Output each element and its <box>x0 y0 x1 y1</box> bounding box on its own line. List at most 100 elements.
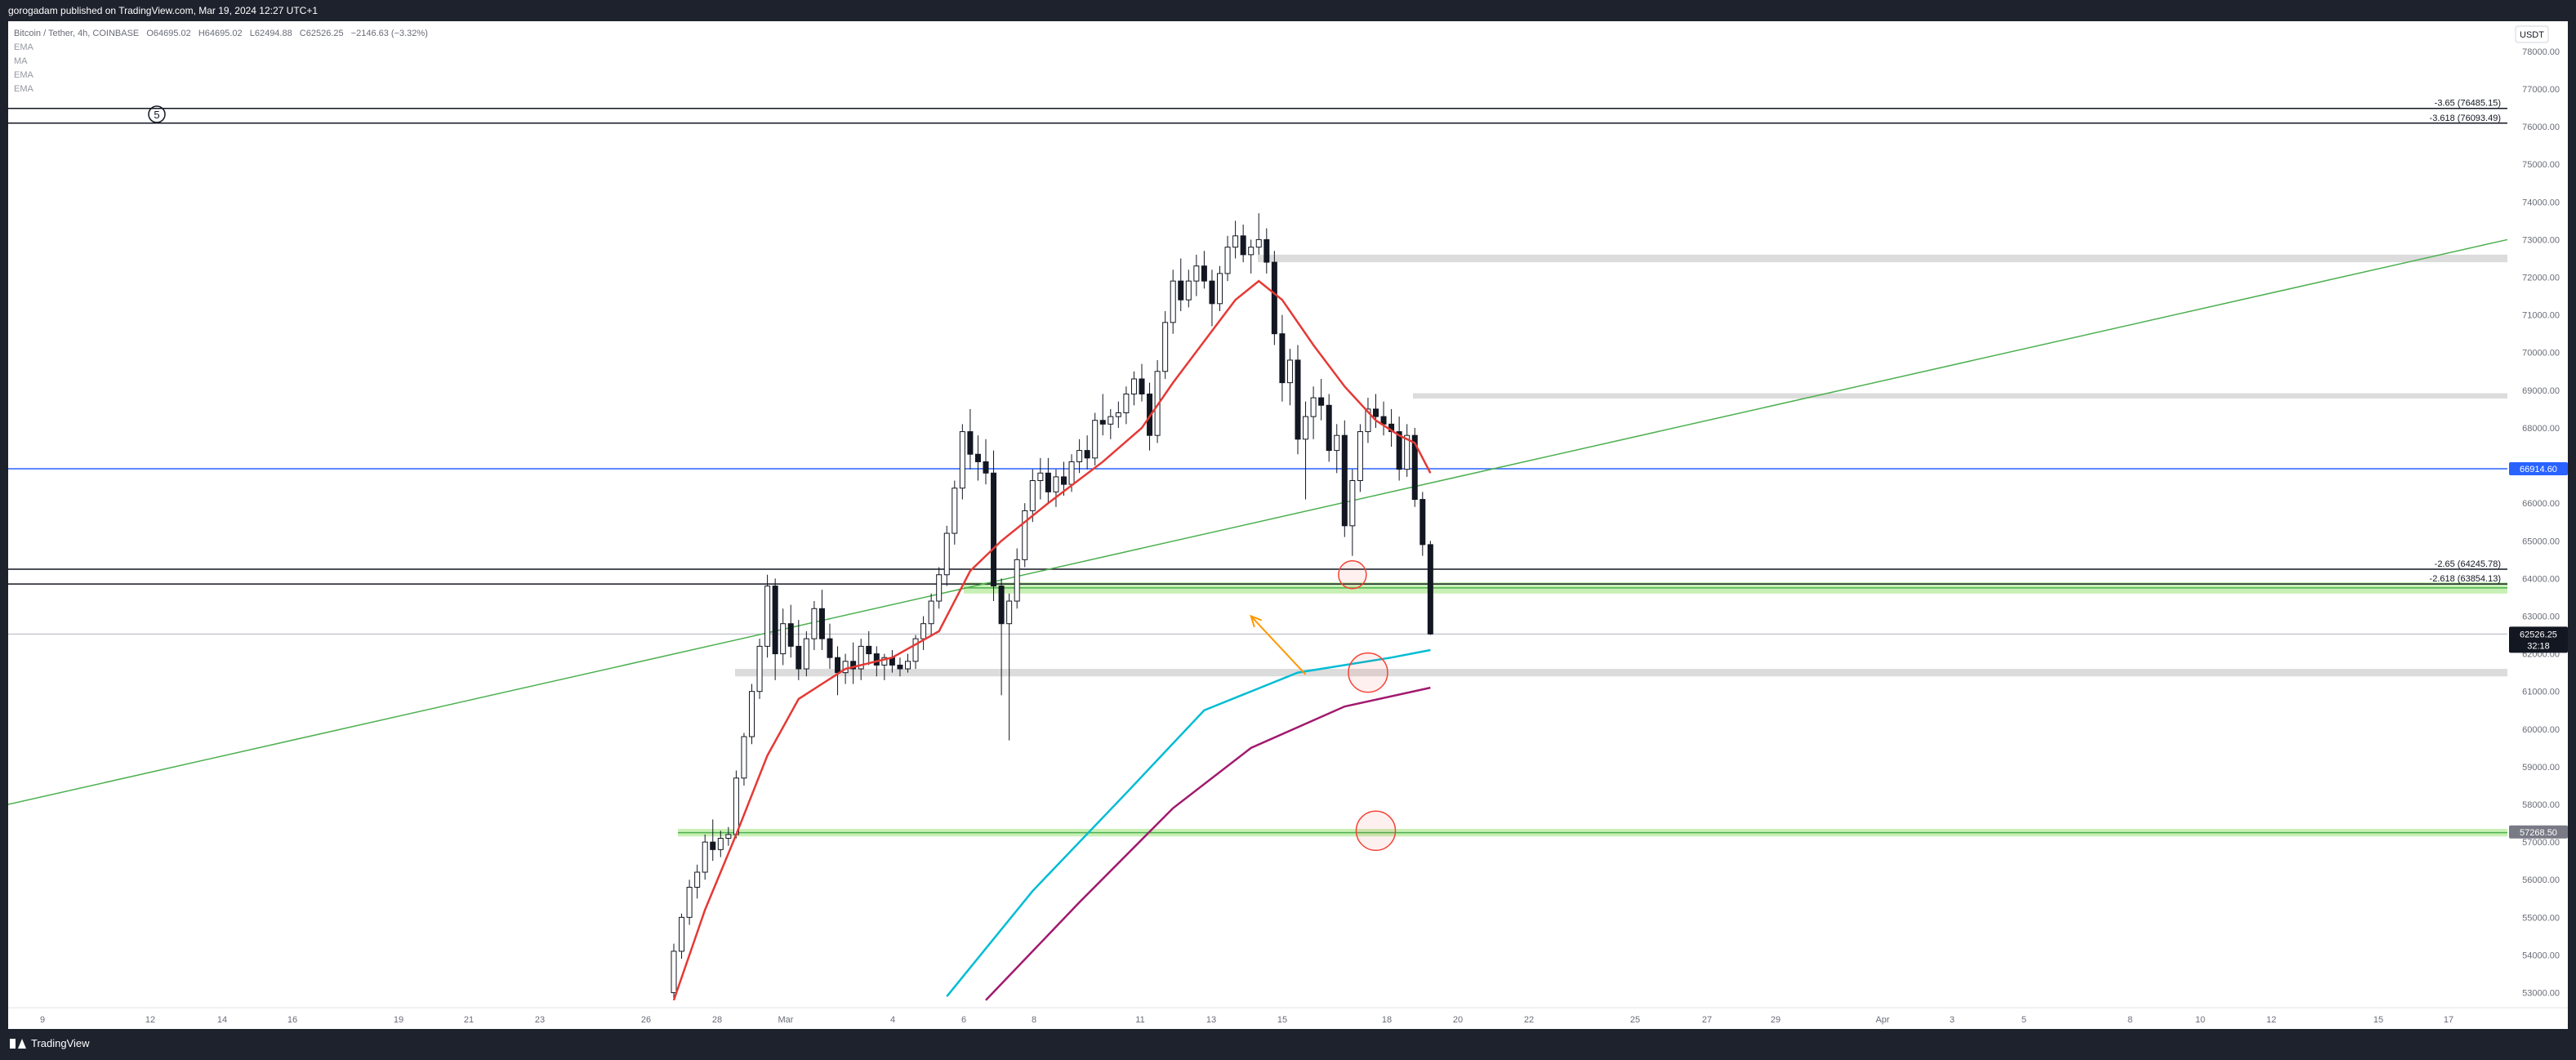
time-tick-label: Mar <box>778 1015 794 1025</box>
time-tick-label: 29 <box>1771 1015 1780 1025</box>
candle <box>1201 265 1207 282</box>
candle <box>803 638 809 670</box>
highlight-circle <box>1355 810 1397 852</box>
time-tick-label: 19 <box>394 1015 403 1025</box>
last-price-box <box>2509 626 2568 653</box>
currency-button[interactable]: USDT <box>2515 25 2549 43</box>
candle <box>1178 280 1184 301</box>
candle <box>974 453 981 462</box>
ema-line-magenta <box>985 686 1431 1001</box>
candle <box>1255 238 1262 248</box>
price-tick-label: 55000.00 <box>2522 913 2560 923</box>
time-tick-label: 13 <box>1206 1015 1216 1025</box>
green-trendline[interactable] <box>7 238 2508 805</box>
price-tick-label: 72000.00 <box>2522 274 2560 283</box>
time-tick-label: 6 <box>961 1015 966 1025</box>
time-tick-label: 4 <box>890 1015 895 1025</box>
levels-layer: -3.65 (76485.15) -3.618 (76093.49) -2.65 (… <box>7 99 2508 837</box>
time-tick-label: 11 <box>1135 1015 1144 1025</box>
price-tick-label: 66000.00 <box>2522 499 2560 509</box>
candle <box>1108 416 1114 425</box>
indicator-layer <box>672 279 1432 1001</box>
time-tick-label: 25 <box>1630 1015 1640 1025</box>
candle <box>827 638 833 658</box>
fib-level-label: -2.618 (63854.13) <box>2430 574 2501 584</box>
legend-close: C62526.25 <box>300 29 344 38</box>
candle <box>796 645 802 670</box>
price-tick-label: 57000.00 <box>2522 838 2560 848</box>
legend-indicator-4: EMA <box>14 84 34 94</box>
time-tick-label: 14 <box>217 1015 227 1025</box>
legend-open: O64695.02 <box>146 29 190 38</box>
legend-indicator-3: EMA <box>14 70 34 80</box>
time-tick-label: 10 <box>2195 1015 2205 1025</box>
time-tick-label: Apr <box>1875 1015 1889 1025</box>
candle <box>1396 431 1402 470</box>
candle <box>1310 397 1317 417</box>
time-tick-label: 26 <box>641 1015 651 1025</box>
candle <box>1130 378 1137 394</box>
time-tick-label: 5 <box>2021 1015 2026 1025</box>
price-chart[interactable]: -3.65 (76485.15) -3.618 (76093.49) -2.65 (… <box>7 21 2568 1029</box>
candle <box>780 623 787 655</box>
time-tick-label: 17 <box>2444 1015 2453 1025</box>
candle <box>897 664 903 670</box>
candle <box>991 472 997 587</box>
price-tick-label: 75000.00 <box>2522 160 2560 170</box>
price-tick-label: 65000.00 <box>2522 537 2560 546</box>
price-tick-label: 60000.00 <box>2522 725 2560 735</box>
candle <box>1224 247 1231 274</box>
candle <box>952 488 958 534</box>
last-price-text: 62526.25 <box>2520 630 2557 639</box>
price-tick-label: 64000.00 <box>2522 574 2560 584</box>
publish-header: gorogadam published on TradingView.com, … <box>0 0 2576 21</box>
candle <box>1357 431 1363 482</box>
candle <box>1092 420 1099 459</box>
legend-high: H64695.02 <box>198 29 243 38</box>
candle <box>686 886 693 918</box>
svg-text:Bitcoin / Tether, 4h, COINBASE: Bitcoin / Tether, 4h, COINBASE O64695.02… <box>14 29 428 38</box>
candle <box>920 623 927 639</box>
chart-legend: Bitcoin / Tether, 4h, COINBASE O64695.02… <box>14 29 428 94</box>
candle <box>1271 261 1277 335</box>
price-tick-label: 69000.00 <box>2522 386 2560 396</box>
candle <box>787 623 794 647</box>
price-tick-label: 61000.00 <box>2522 688 2560 697</box>
candle <box>679 916 685 952</box>
time-tick-label: 18 <box>1382 1015 1392 1025</box>
price-tick-label: 56000.00 <box>2522 875 2560 885</box>
candle <box>694 871 701 888</box>
time-axis: 9 12 14 16 19 21 23 26 28 Mar 4 6 8 11 13 15 18 20 22 25 27 2… <box>8 1007 2568 1029</box>
price-zone <box>1413 393 2507 399</box>
tradingview-brand[interactable]: TradingView <box>10 1037 90 1049</box>
price-tick-label: 78000.00 <box>2522 47 2560 57</box>
price-tick-label: 54000.00 <box>2522 951 2560 960</box>
arrow-head <box>1250 614 1263 628</box>
candle <box>717 838 724 850</box>
fib-level-label: -3.618 (76093.49) <box>2430 114 2501 123</box>
candle <box>764 586 771 647</box>
tradingview-logo-icon <box>10 1038 26 1049</box>
chart-frame[interactable]: -3.65 (76485.15) -3.618 (76093.49) -2.65 (… <box>7 21 2568 1029</box>
price-label-text: 57268.50 <box>2520 828 2557 838</box>
candle <box>1326 404 1332 452</box>
time-tick-label: 16 <box>287 1015 297 1025</box>
legend-indicator-1: EMA <box>14 42 34 52</box>
price-axis-bg <box>2507 21 2568 1008</box>
candle <box>1427 544 1433 635</box>
price-tick-label: 71000.00 <box>2522 311 2560 321</box>
candle <box>1014 559 1020 602</box>
candle <box>749 691 755 737</box>
candle <box>710 841 716 850</box>
candle <box>1263 238 1270 263</box>
time-tick-label: 28 <box>712 1015 722 1025</box>
candle <box>998 586 1005 625</box>
price-label-text: 66914.60 <box>2520 465 2557 474</box>
time-tick-label: 27 <box>1702 1015 1712 1025</box>
time-tick-label: 21 <box>464 1015 474 1025</box>
candle <box>811 608 818 639</box>
footer: TradingView <box>0 1029 2576 1060</box>
time-tick-label: 12 <box>145 1015 155 1025</box>
ema-line-cyan <box>946 648 1431 997</box>
legend-symbol: Bitcoin / Tether, 4h, COINBASE <box>14 29 139 38</box>
